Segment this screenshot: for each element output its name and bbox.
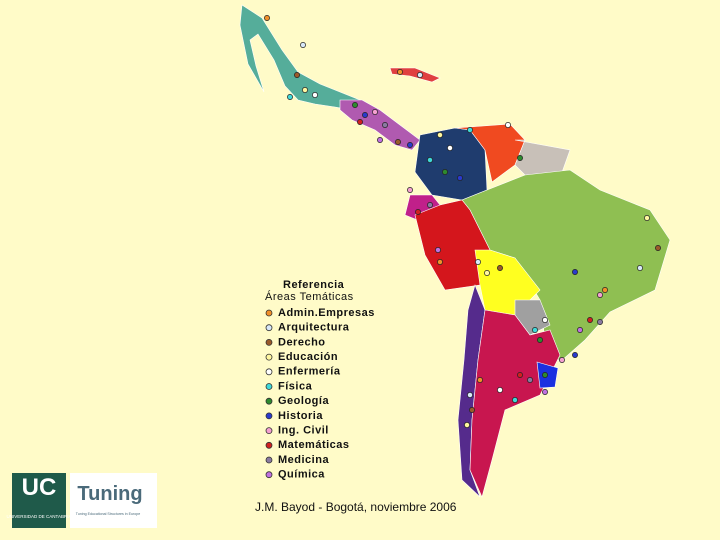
location-marker	[382, 122, 388, 128]
location-marker	[447, 145, 453, 151]
location-marker	[469, 407, 475, 413]
location-marker	[287, 94, 293, 100]
location-marker	[532, 327, 538, 333]
legend-label: Educación	[278, 351, 338, 363]
legend-label: Matemáticas	[278, 439, 350, 451]
footer-credit: J.M. Bayod - Bogotá, noviembre 2006	[255, 500, 457, 514]
legend-swatch	[265, 353, 273, 361]
venezuela	[454, 123, 526, 183]
location-marker	[572, 269, 578, 275]
legend-label: Medicina	[278, 454, 329, 466]
location-marker	[602, 287, 608, 293]
location-marker	[527, 377, 533, 383]
legend: Referencia Áreas Temáticas Admin.Empresa…	[265, 279, 375, 481]
location-marker	[415, 209, 421, 215]
legend-label: Física	[278, 380, 313, 392]
legend-swatch	[265, 471, 273, 479]
location-marker	[372, 109, 378, 115]
location-marker	[435, 247, 441, 253]
location-marker	[497, 265, 503, 271]
legend-swatch	[265, 368, 273, 376]
location-marker	[537, 337, 543, 343]
location-marker	[637, 265, 643, 271]
location-marker	[417, 72, 423, 78]
location-marker	[597, 319, 603, 325]
location-marker	[427, 157, 433, 163]
location-marker	[302, 87, 308, 93]
central-america	[339, 99, 421, 151]
legend-label: Ing. Civil	[278, 425, 329, 437]
legend-title: Referencia	[283, 279, 345, 291]
tuning-logo-text: Tuning	[77, 483, 142, 505]
location-marker	[587, 317, 593, 323]
legend-subtitle: Áreas Temáticas	[265, 290, 354, 303]
location-marker	[467, 127, 473, 133]
location-marker	[497, 387, 503, 393]
location-marker	[542, 372, 548, 378]
legend-label: Química	[278, 469, 325, 481]
location-marker	[437, 132, 443, 138]
location-marker	[484, 270, 490, 276]
legend-swatch	[265, 383, 273, 390]
location-marker	[362, 112, 368, 118]
legend-swatch	[265, 338, 273, 346]
location-marker	[352, 102, 358, 108]
uc-logo	[12, 473, 66, 528]
legend-label: Arquitectura	[278, 322, 350, 334]
location-marker	[377, 137, 383, 143]
location-marker	[442, 169, 448, 175]
location-marker	[264, 15, 270, 21]
legend-swatch	[265, 456, 273, 464]
location-marker	[542, 317, 548, 323]
location-marker	[512, 397, 518, 403]
location-marker	[294, 72, 300, 78]
location-marker	[572, 352, 578, 358]
tuning-logo	[70, 473, 157, 528]
legend-swatch	[265, 309, 273, 317]
uc-logo-text: UC	[22, 474, 57, 501]
location-marker	[577, 327, 583, 333]
location-marker	[517, 155, 523, 161]
location-marker	[559, 357, 565, 363]
location-marker	[395, 139, 401, 145]
location-marker	[644, 215, 650, 221]
legend-label: Geología	[278, 395, 329, 407]
location-marker	[427, 202, 433, 208]
location-marker	[407, 142, 413, 148]
location-marker	[357, 119, 363, 125]
location-marker	[655, 245, 661, 251]
location-markers	[264, 15, 661, 428]
location-marker	[467, 392, 473, 398]
location-marker	[542, 389, 548, 395]
uc-logo-name: UNIVERSIDAD DE CANTABRIA	[7, 514, 72, 519]
argentina	[469, 309, 561, 498]
mexico	[239, 4, 361, 111]
location-marker	[407, 187, 413, 193]
location-marker	[397, 69, 403, 75]
location-marker	[312, 92, 318, 98]
legend-label: Enfermería	[278, 366, 341, 378]
legend-swatch	[265, 397, 273, 405]
location-marker	[437, 259, 443, 265]
location-marker	[505, 122, 511, 128]
location-marker	[597, 292, 603, 298]
tuning-logo-sub: Tuning Educational Structures in Europe	[76, 512, 140, 516]
location-marker	[464, 422, 470, 428]
location-marker	[300, 42, 306, 48]
legend-label: Derecho	[278, 336, 326, 348]
legend-label: Historia	[278, 410, 323, 422]
legend-swatch	[265, 427, 273, 435]
legend-swatch	[265, 324, 273, 332]
legend-swatch	[265, 412, 273, 420]
map	[239, 4, 671, 498]
legend-swatch	[265, 441, 273, 449]
location-marker	[477, 377, 483, 383]
location-marker	[475, 259, 481, 265]
legend-label: Admin.Empresas	[278, 307, 375, 319]
location-marker	[517, 372, 523, 378]
location-marker	[457, 175, 463, 181]
